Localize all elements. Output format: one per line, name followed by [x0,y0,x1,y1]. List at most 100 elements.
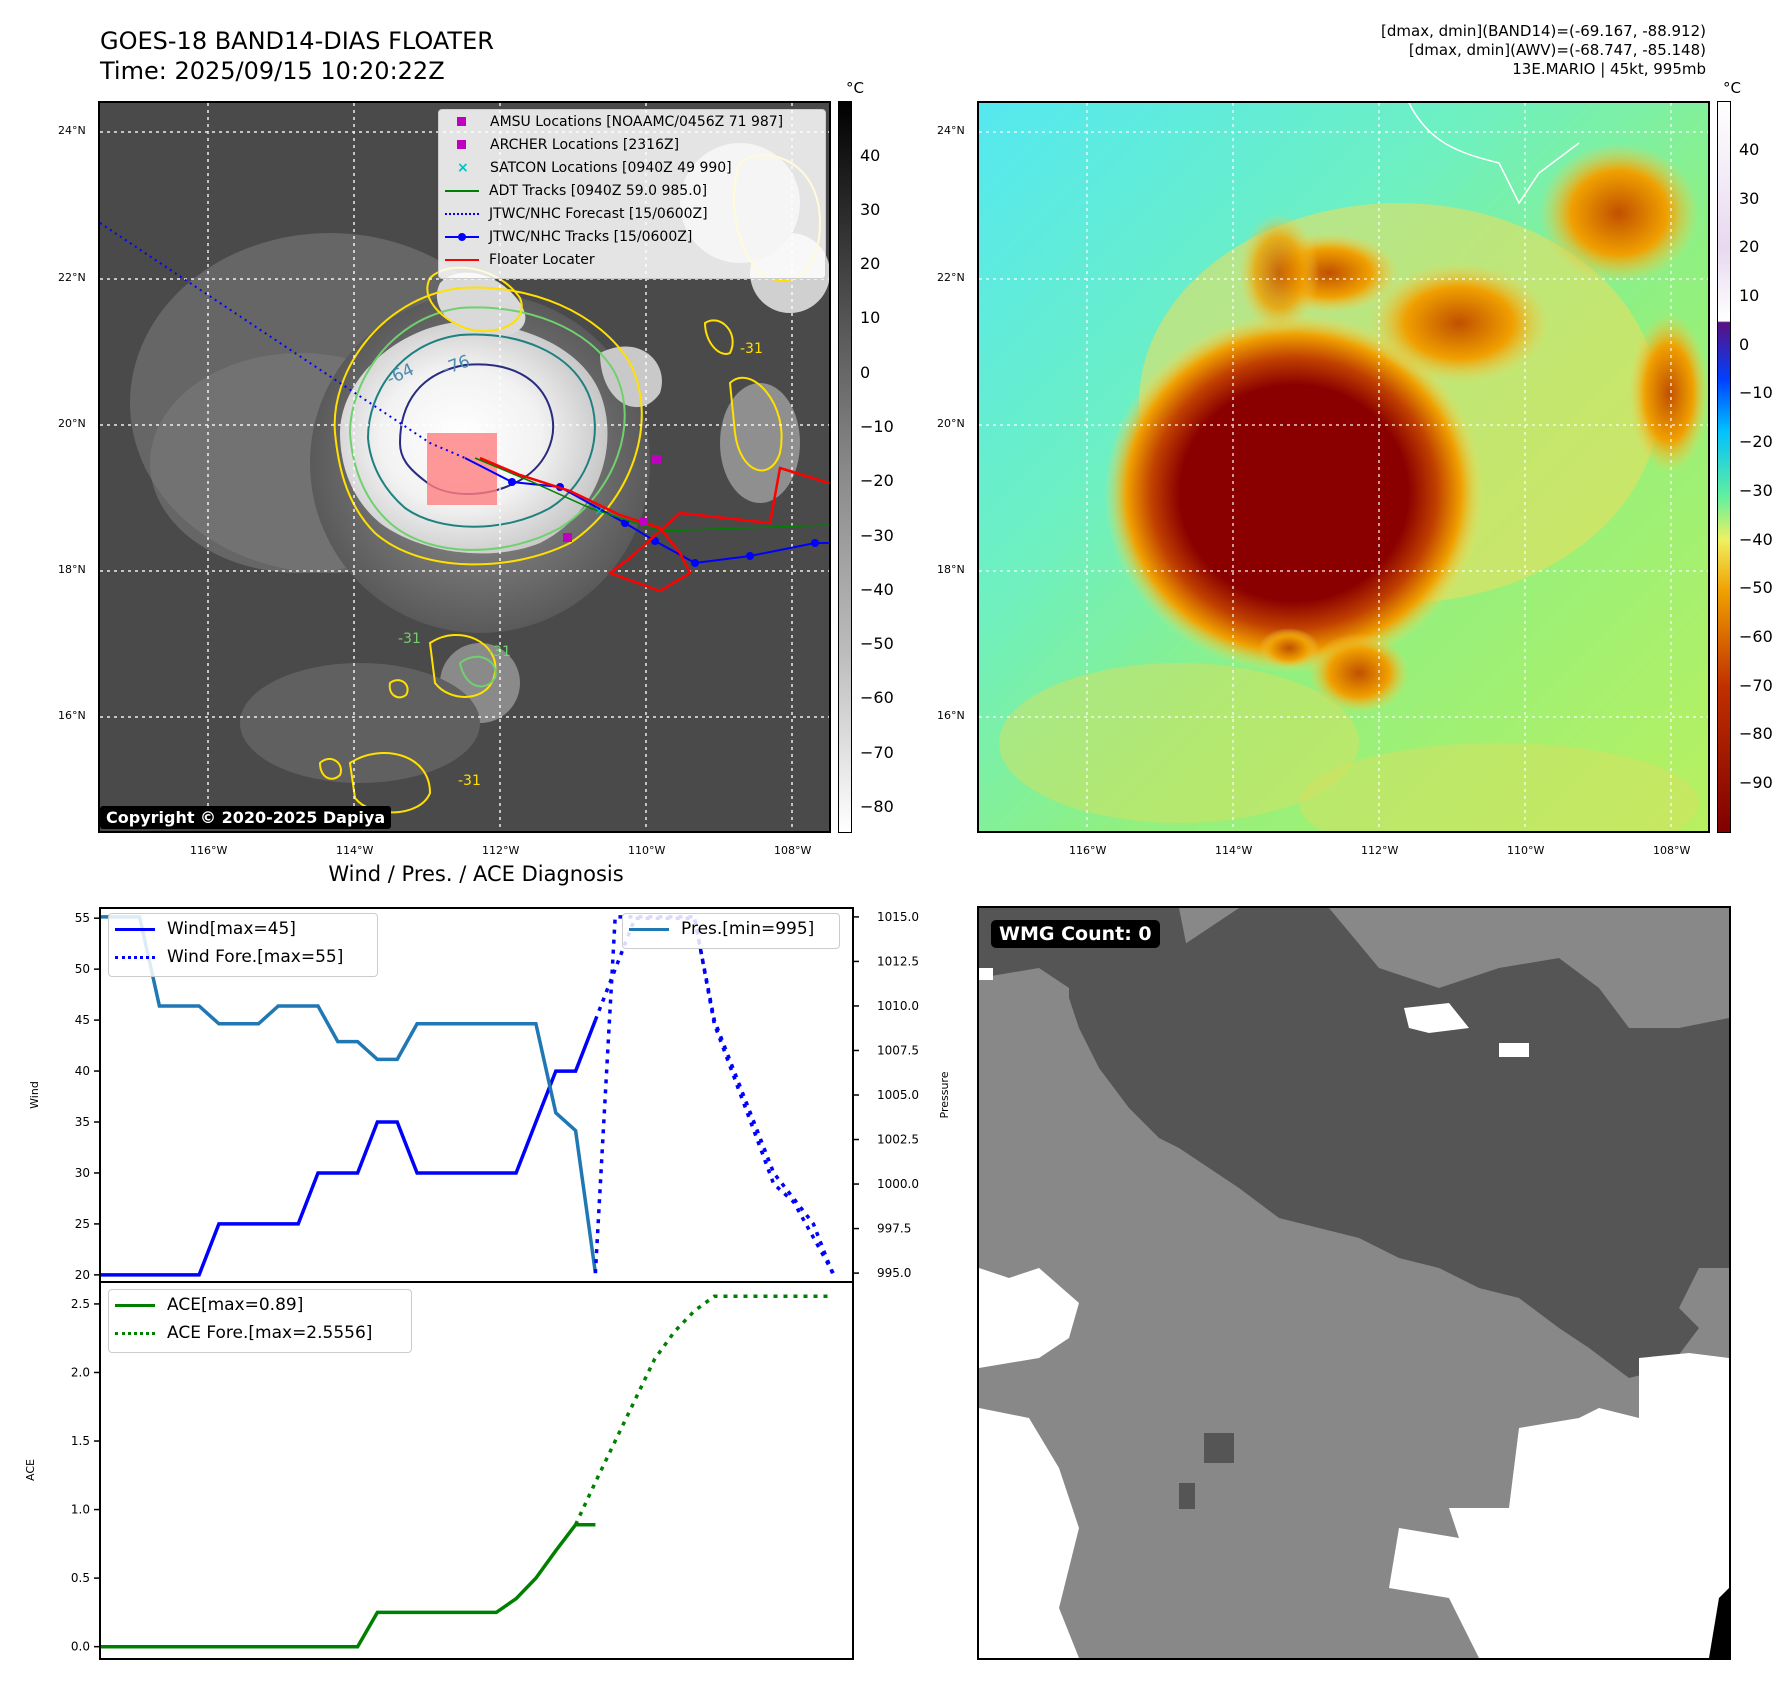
awv-gridlines [979,103,1708,831]
cbar-tick: −50 [860,634,894,653]
lon-label: 112°W [482,844,520,857]
wind-forecast-line [593,916,835,1276]
cbar-tick: 10 [1739,286,1760,305]
pressure-tick-label: 995.0 [877,1266,911,1280]
legend-item-ace: ACE[max=0.89] [115,1295,303,1315]
pressure-tick-label: 1007.5 [877,1043,919,1057]
cbar-tick: −60 [860,688,894,707]
wind-tick-label: 30 [75,1166,90,1180]
legend-item-adt: ADT Tracks [0940Z 59.0 985.0] [445,183,707,199]
lat-label: 24°N [937,124,965,137]
legend-item-amsu: AMSU Locations [NOAAMC/0456Z 71 987] [445,114,783,130]
pressure-forecast-line [593,915,835,1274]
ir-legend: AMSU Locations [NOAAMC/0456Z 71 987] ARC… [438,109,826,279]
lat-label: 24°N [58,124,86,137]
ir-colorbar-unit: °C [846,79,864,97]
ace-tick-label: 0.5 [71,1571,90,1585]
wmg-panel: WMG Count: 0 [977,906,1731,1660]
awv-colorbar-unit: °C [1723,79,1741,97]
ir-colorbar [838,101,852,833]
legend-item-tracks: JTWC/NHC Tracks [15/0600Z] [445,229,692,245]
pressure-legend: Pres.[min=995] [622,913,840,949]
pressure-tick-label: 1002.5 [877,1133,919,1147]
wmg-count-badge: WMG Count: 0 [991,920,1160,948]
ace-forecast-line [574,1294,834,1526]
square-marker-icon [457,117,466,126]
diagnosis-title: Wind / Pres. / ACE Diagnosis [328,862,624,886]
legend-item-wind-forecast: Wind Fore.[max=55] [115,947,343,967]
wind-tick-label: 45 [75,1013,90,1027]
lon-label: 110°W [628,844,666,857]
line-marker-icon [445,259,479,261]
wind-legend: Wind[max=45] Wind Fore.[max=55] [108,913,378,977]
ace-tick-label: 1.5 [71,1434,90,1448]
ace-tick-label: 1.0 [71,1503,90,1517]
lat-label: 22°N [58,271,86,284]
wind-tick-label: 55 [75,911,90,925]
cbar-tick: −90 [1739,773,1773,792]
pressure-tick-label: 1000.0 [877,1177,919,1191]
cbar-tick: 20 [1739,237,1760,256]
line-marker-icon [629,927,669,931]
pressure-axis-label: Pressure [938,1071,950,1118]
title-line1: GOES-18 BAND14-DIAS FLOATER [100,27,494,55]
legend-item-floater: Floater Locater [445,252,595,268]
wind-series-line [100,1019,598,1277]
line-marker-icon [445,190,479,192]
figure-title: GOES-18 BAND14-DIAS FLOATER Time: 2025/0… [100,26,494,86]
wind-tick-label: 40 [75,1064,90,1078]
cbar-tick: −50 [1739,578,1773,597]
title-line2: Time: 2025/09/15 10:20:22Z [100,57,445,85]
pressure-tick-label: 1005.0 [877,1088,919,1102]
awv-panel [977,101,1710,833]
lat-label: 16°N [937,709,965,722]
line-dot-icon [445,233,479,241]
cbar-tick: 30 [860,200,881,219]
cbar-tick: −10 [860,417,894,436]
diagnosis-chart: 55 50 45 40 35 30 25 20 1015.0 1012.5 1010.0 1007.5… [24,907,950,1660]
cbar-tick: −70 [860,743,894,762]
x-marker-icon: × [457,160,469,176]
ir-panel: -64 -76 -31 -31 -31 -31 × [98,101,831,833]
cbar-tick: 0 [860,363,871,382]
dotted-line-icon [445,213,479,215]
cbar-tick: −80 [1739,724,1773,743]
line-marker-icon [115,927,155,931]
ace-tick-label: 0.0 [71,1640,90,1654]
info-line2: [dmax, dmin](AWV)=(-68.747, -85.148) [1408,41,1706,59]
cbar-tick: 10 [860,308,881,327]
wind-tick-label: 20 [75,1268,90,1282]
ace-legend: ACE[max=0.89] ACE Fore.[max=2.5556] [108,1289,412,1353]
pressure-tick-label: 1015.0 [877,910,919,924]
cbar-tick: 40 [860,146,881,165]
cbar-tick: −30 [860,526,894,545]
pressure-tick-label: 1012.5 [877,954,919,968]
ace-tick-label: 2.5 [71,1297,90,1311]
cbar-tick: −40 [860,580,894,599]
wind-axis-label: Wind [28,1081,41,1109]
lat-label: 20°N [58,417,86,430]
lon-label: 112°W [1361,844,1399,857]
info-line3: 13E.MARIO | 45kt, 995mb [1512,60,1706,78]
wmg-image [979,908,1729,1658]
contour-label: -31 [398,631,421,647]
ace-tick-label: 2.0 [71,1365,90,1379]
cbar-tick: −20 [860,471,894,490]
legend-item-ace-forecast: ACE Fore.[max=2.5556] [115,1323,372,1343]
lon-label: 114°W [1215,844,1253,857]
lon-label: 108°W [1653,844,1691,857]
floater-locater-track [479,456,829,593]
cbar-tick: −20 [1739,432,1773,451]
wind-tick-label: 25 [75,1217,90,1231]
square-marker-icon [457,140,466,149]
cbar-tick: 30 [1739,189,1760,208]
amsu-marker [652,455,661,464]
info-line1: [dmax, dmin](BAND14)=(-69.167, -88.912) [1381,22,1706,40]
cbar-tick: 0 [1739,335,1750,354]
cbar-tick: 20 [860,254,881,273]
line-marker-icon [115,1303,155,1307]
awv-image [979,103,1708,831]
lat-label: 18°N [937,563,965,576]
copyright-label: Copyright © 2020-2025 Dapiya [100,806,392,829]
legend-item-satcon: × SATCON Locations [0940Z 49 990] [457,160,732,176]
